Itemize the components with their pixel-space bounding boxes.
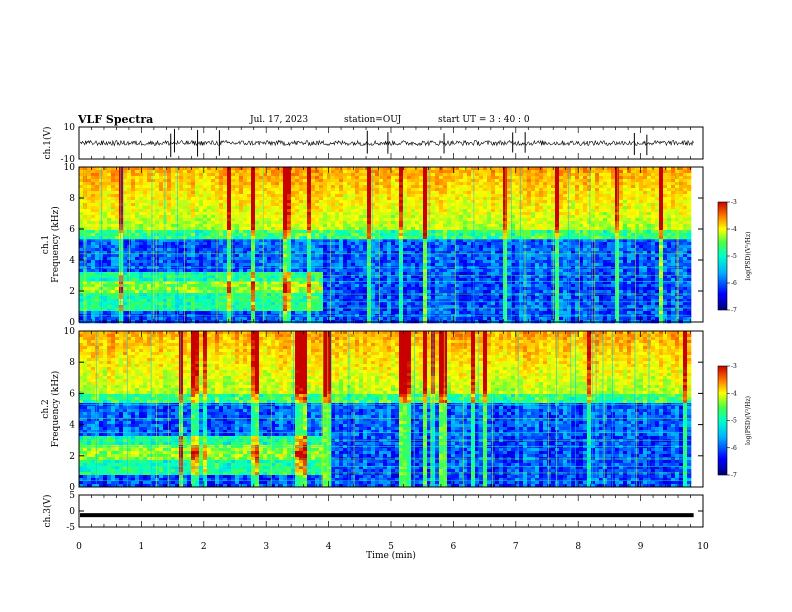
waveform-ch1-ytick-label: 10 [64,123,76,133]
spectrogram-ch1-colorbar-tick-label: -3 [731,199,737,206]
spectrogram-ch2-colorbar-tick-label: -6 [731,445,737,452]
x-tick-label: 5 [388,542,394,552]
spectrogram-ch1-pixels [79,167,692,324]
spectrogram-ch1-colorbar-tick-label: -7 [731,307,737,314]
spectrogram-ch2-colorbar-label: log(PSD)(V²/Hz) [745,396,752,445]
spectrogram-ch2-ytick-label: 8 [69,358,75,368]
x-tick-label: 2 [201,542,207,552]
spectrogram-ch1-ytick-label: 2 [69,287,75,297]
station-label: station=OUJ [344,115,402,125]
waveform-ch1-ylabel: ch.1(V) [42,127,53,160]
date-label: Jul. 17, 2023 [250,115,309,125]
spectrogram-ch2-colorbar-tick-label: -7 [731,472,737,479]
x-tick-label: 3 [263,542,269,552]
spectrogram-ch1-ylabel-line1: ch.1 [41,235,51,254]
spectrogram-ch2-colorbar-tick-label: -5 [731,418,737,425]
spectrogram-ch2-ytick-label: 0 [69,483,75,493]
spectrogram-ch1-colorbar-tick-label: -5 [731,253,737,260]
spectrogram-ch1-ytick-label: 6 [69,225,75,235]
spectrogram-ch1-ytick-label: 0 [69,318,75,328]
waveform-ch3-ytick-label: 0 [69,507,75,517]
waveform-ch3-ylabel: ch.3(V) [42,495,53,528]
spectrogram-ch1-ytick-label: 8 [69,194,75,204]
spectrogram-ch1-colorbar-tick-label: -6 [731,280,737,287]
spectrogram-ch1-ylabel-line2: Frequency (kHz) [50,206,61,283]
waveform-ch1-ytick-label: -10 [61,155,76,165]
waveform-ch3-ytick-label: 5 [69,491,75,501]
start-time-label: start UT = 3 : 40 : 0 [438,115,530,125]
spectrogram-ch2 [78,330,730,488]
spectrogram-ch2-ytick-label: 10 [64,327,76,337]
x-tick-label: 10 [697,542,709,552]
waveform-ch1-trace [79,139,694,147]
x-tick-label: 7 [513,542,519,552]
waveform-ch3-ytick-label: -5 [66,523,75,533]
x-tick-label: 9 [638,542,644,552]
spectrogram-ch2-pixels [79,331,692,488]
spectrogram-ch1-ytick-label: 10 [64,163,76,173]
spectrogram-ch2-ytick-label: 4 [69,421,75,431]
spectrogram-ch2-ylabel-line2: Frequency (kHz) [50,371,61,448]
x-tick-label: 8 [575,542,581,552]
spectrogram-ch1-colorbar-tick-label: -4 [731,226,737,233]
x-tick-label: 1 [139,542,145,552]
chart-title: VLF Spectra [78,113,154,126]
spectrogram-ch1-ytick-label: 4 [69,256,75,266]
x-tick-label: 6 [451,542,457,552]
spectrogram-ch2-colorbar-tick-label: -4 [731,390,737,397]
waveform-ch3-trace [80,513,694,518]
x-tick-label: 0 [76,542,82,552]
spectrogram-ch1 [78,166,730,324]
x-tick-label: 4 [326,542,332,552]
spectrogram-ch1-colorbar [717,201,728,311]
spectrogram-ch2-ylabel-line1: ch.2 [41,399,51,418]
spectrogram-ch2-colorbar [717,365,728,476]
spectrogram-ch1-colorbar-label: log(PSD)(V²/Hz) [745,232,752,281]
spectrogram-ch2-colorbar-tick-label: -3 [731,363,737,370]
spectrogram-ch2-ytick-label: 6 [69,389,75,399]
spectrogram-ch2-ytick-label: 2 [69,452,75,462]
x-axis-label: Time (min) [366,550,416,561]
